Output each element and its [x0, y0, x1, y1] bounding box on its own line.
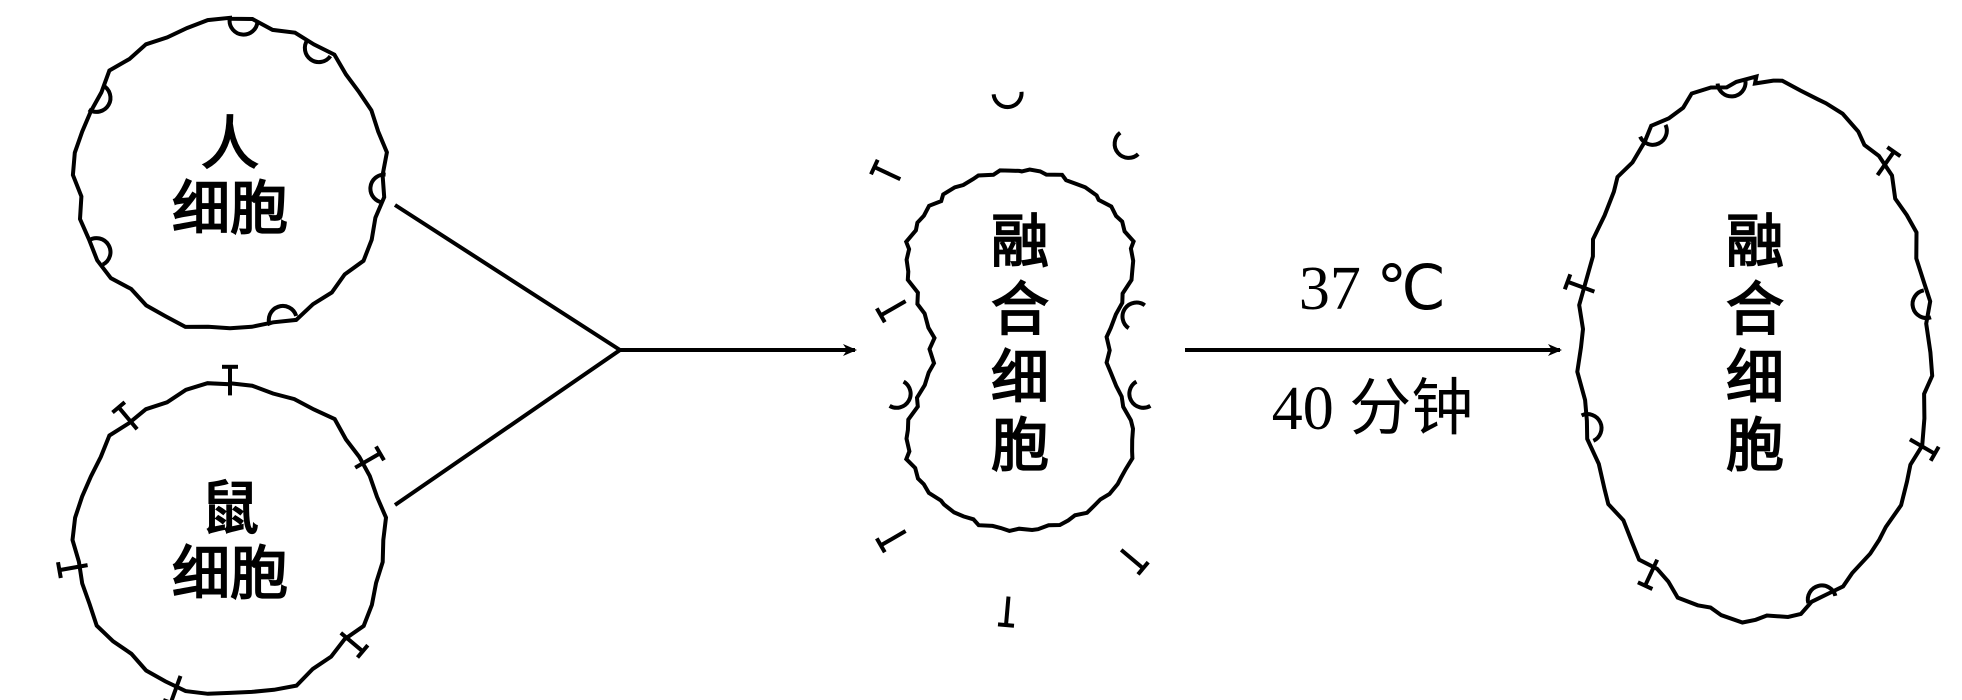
fused-initial-label-char: 胞 — [991, 413, 1049, 478]
human-cell-label-line2: 细胞 — [172, 176, 288, 241]
incubate-label-time: 40 分钟 — [1272, 375, 1474, 443]
human-cell-label-line1: 人 — [201, 111, 259, 176]
fused-final-label-char: 细 — [1726, 345, 1784, 410]
fused-initial-label-char: 合 — [991, 277, 1049, 342]
fused-final-label-char: 胞 — [1726, 413, 1784, 478]
fused-cell-final: 融合细胞 — [1565, 77, 1939, 623]
merge-arrow — [395, 205, 855, 505]
mouse-cell-label-line1: 鼠 — [201, 476, 259, 541]
fused-initial-label-char: 融 — [991, 209, 1049, 274]
fused-cell-initial: 融合细胞 — [871, 92, 1150, 626]
mouse-cell: 鼠 细胞 — [58, 367, 386, 700]
incubate-label-temp: 37 ℃ — [1299, 255, 1446, 323]
fused-initial-label-char: 细 — [991, 345, 1049, 410]
incubate-arrow: 37 ℃ 40 分钟 — [1185, 255, 1560, 443]
human-cell: 人 细胞 — [73, 18, 387, 328]
diagram-canvas: 人 细胞 鼠 细胞 融合细胞 37 ℃ 40 分钟 融合细胞 — [0, 0, 1962, 700]
fused-final-label-char: 融 — [1726, 209, 1784, 274]
fused-final-label-char: 合 — [1726, 277, 1784, 342]
mouse-cell-label-line2: 细胞 — [172, 541, 288, 606]
